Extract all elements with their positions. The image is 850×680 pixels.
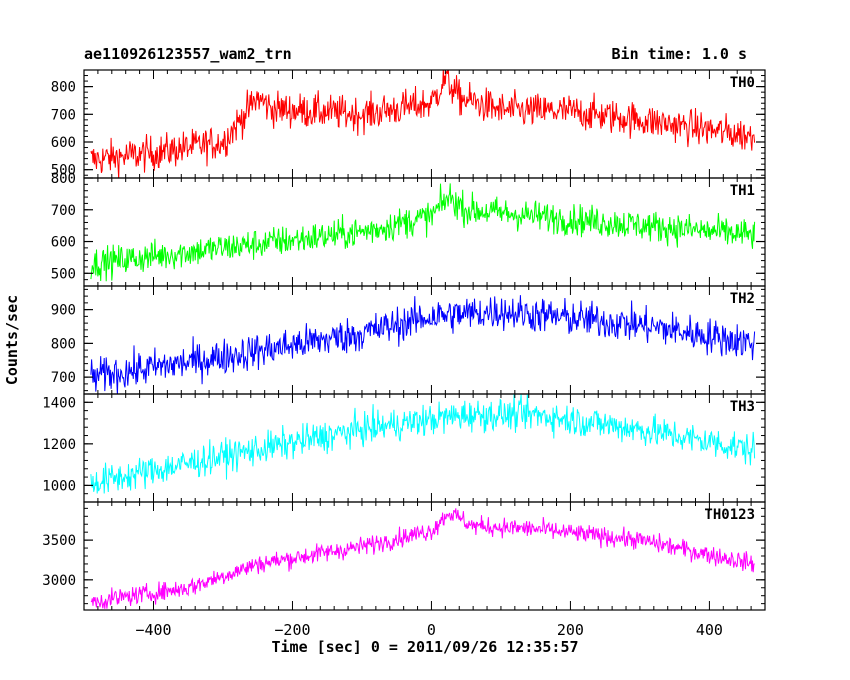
x-tick-label: −200	[274, 621, 310, 639]
panel-frame	[83, 69, 766, 179]
series-line-th0123	[90, 508, 755, 609]
y-tick-label: 1200	[42, 437, 76, 453]
bin-time-label: Bin time: 1.0 s	[611, 45, 747, 63]
y-tick-label: 3000	[42, 573, 76, 589]
chart-title: ae110926123557_wam2_trn	[84, 45, 292, 63]
y-tick-label: 600	[51, 235, 76, 251]
y-tick-label: 500	[51, 266, 76, 282]
x-tick-label: 0	[427, 621, 436, 639]
y-tick-label: 800	[51, 80, 76, 96]
panel-label: TH2	[730, 291, 755, 307]
x-tick-label: −400	[135, 621, 171, 639]
y-tick-label: 600	[51, 135, 76, 151]
series-line-th0	[90, 70, 756, 178]
panel-frame	[83, 177, 766, 287]
series-line-th2	[90, 295, 756, 394]
y-tick-label: 1400	[42, 395, 76, 411]
x-tick-label: 400	[696, 621, 723, 639]
panel-th2: 700 800 900 TH2	[51, 285, 766, 395]
panel-th3: 1000 1200 1400 TH3	[42, 393, 766, 503]
panel-label: TH0123	[704, 507, 755, 523]
panel-th0: 500 600 700 800 TH0	[51, 69, 766, 179]
panel-label: TH0	[730, 75, 755, 91]
y-tick-label: 500	[51, 163, 76, 179]
y-tick-label: 700	[51, 203, 76, 219]
y-tick-label: 1000	[42, 478, 76, 494]
y-tick-label: 700	[51, 370, 76, 386]
y-axis-label: Counts/sec	[3, 294, 21, 386]
series-line-th1	[90, 183, 756, 282]
series-line-th3	[90, 394, 756, 494]
panel-label: TH1	[730, 183, 755, 199]
y-tick-label: 800	[51, 171, 76, 187]
panel-th0123: 3000 3500 TH0123	[42, 501, 766, 611]
y-tick-label: 800	[51, 336, 76, 352]
panel-frame	[83, 285, 766, 395]
x-axis-label: Time [sec] 0 = 2011/09/26 12:35:57	[271, 638, 579, 656]
panel-frame	[83, 393, 766, 503]
y-tick-label: 3500	[42, 533, 76, 549]
panel-label: TH3	[730, 399, 755, 415]
y-tick-label: 900	[51, 303, 76, 319]
x-tick-label: 200	[557, 621, 584, 639]
panel-th1: 500 600 700 800 TH1	[51, 171, 766, 287]
y-tick-label: 700	[51, 107, 76, 123]
panel-frame	[83, 501, 766, 611]
